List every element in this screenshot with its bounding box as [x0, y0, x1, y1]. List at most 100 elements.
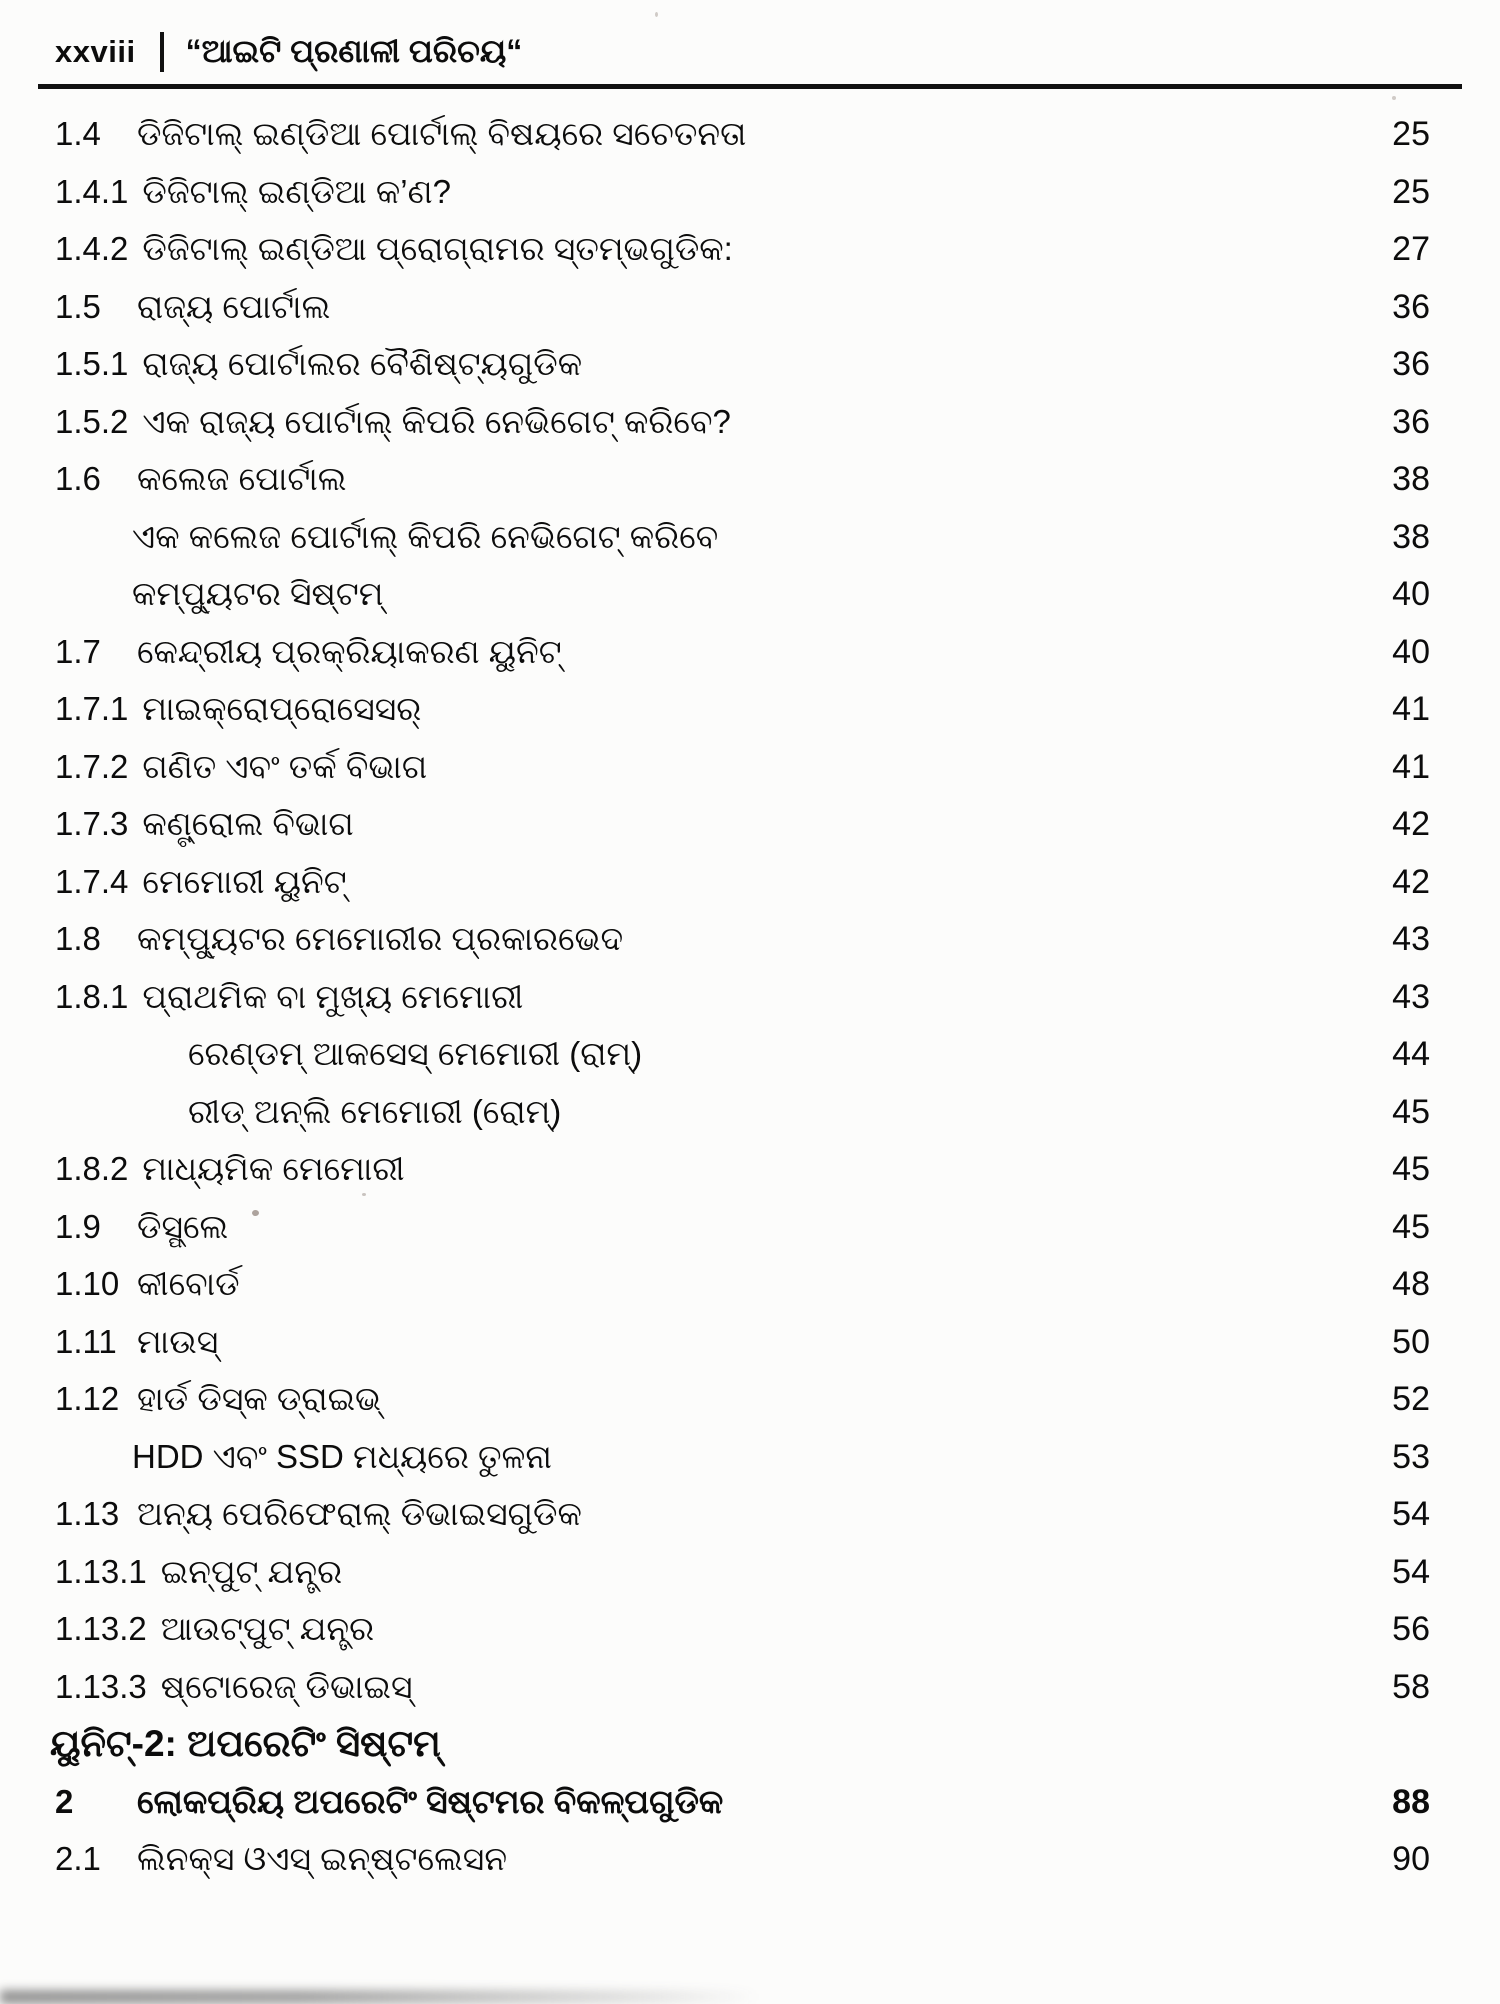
toc-row: 1.13 ଅନ୍ୟ ପେରିଫେରାଲ୍ ଡିଭାଇସଗୁଡିକ 54 — [0, 1485, 1500, 1543]
toc-entry-title: କଣ୍ଟ୍ରୋଲ ବିଭାଗ — [142, 805, 354, 842]
toc-entry-number: 2 — [55, 1782, 74, 1820]
toc-entry-number: 2.1 — [55, 1840, 101, 1877]
toc-row: ରେଣ୍ଡମ୍ ଆକସେସ୍ ମେମୋରୀ (ରାମ୍) 44 — [0, 1025, 1500, 1083]
toc-entry-number: 1.7.2 — [55, 747, 129, 785]
toc-row: ରୀଡ୍ ଅନ୍ଲି ମେମୋରୀ (ରୋମ୍) 45 — [0, 1083, 1500, 1141]
toc-entry-page: 43 — [1392, 920, 1430, 958]
toc-entry-number: 1.13.3 — [55, 1667, 147, 1705]
toc-entry-number: 1.6 — [55, 460, 101, 497]
toc-entry-number: 1.7.1 — [55, 690, 129, 727]
toc-entry-page: 54 — [1392, 1552, 1430, 1591]
toc-row: 1.7.3 କଣ୍ଟ୍ରୋଲ ବିଭାଗ 42 — [0, 795, 1500, 853]
toc-entry-title: HDD ଏବଂ SSD ମଧ୍ୟରେ ତୁଳନା — [132, 1437, 552, 1475]
toc-row: 1.4.1 ଡିଜିଟାଲ୍ ଇଣ୍ଡିଆ କ’ଣ? 25 — [0, 163, 1500, 221]
toc-row: 1.7 କେନ୍ଦ୍ରୀୟ ପ୍ରକ୍ରିୟାକରଣ ୟୁନିଟ୍ 40 — [0, 623, 1500, 681]
toc-entry-title: ଷ୍ଟୋରେଜ୍ ଡିଭାଇସ୍ — [160, 1667, 413, 1705]
toc-entry-title: ଡିସ୍ପ୍ଲେ — [137, 1207, 229, 1245]
toc-entry-title: ଇନ୍ପୁଟ୍ ଯନ୍ତ୍ର — [160, 1552, 343, 1590]
toc-entry-page: 90 — [1392, 1840, 1430, 1878]
toc-entry-number: 1.10 — [55, 1265, 120, 1302]
toc-row: 1.10 କୀବୋର୍ଡ 48 — [0, 1255, 1500, 1313]
toc-row: 1.5.1 ରାଜ୍ୟ ପୋର୍ଟାଲର ବୈଶିଷ୍ଟ୍ୟଗୁଡିକ 36 — [0, 335, 1500, 393]
toc-row: 1.8 କମ୍ପ୍ୟୁଟର ମେମୋରୀର ପ୍ରକାରଭେଦ 43 — [0, 910, 1500, 968]
toc-row: 1.7.4 ମେମୋରୀ ୟୁନିଟ୍ 42 — [0, 853, 1500, 911]
toc-row: 1.13.3 ଷ୍ଟୋରେଜ୍ ଡିଭାଇସ୍ 58 — [0, 1658, 1500, 1716]
toc-entry-title: ଲିନକ୍ସ ଓଏସ୍ ଇନ୍ଷ୍ଟଲେସନ — [137, 1840, 508, 1877]
scan-speck — [1392, 96, 1396, 100]
toc-entry-page: 43 — [1392, 977, 1430, 1016]
toc-entry-title: ଅନ୍ୟ ପେରିଫେରାଲ୍ ଡିଭାଇସଗୁଡିକ — [137, 1495, 582, 1532]
scan-speck — [362, 1193, 366, 1196]
toc-entry-page: 48 — [1392, 1265, 1430, 1303]
toc-row: 1.7.2 ଗଣିତ ଏବଂ ତର୍କ ବିଭାଗ 41 — [0, 738, 1500, 796]
folio-page-number: xxviii — [55, 34, 136, 69]
toc-entry-title: ମାଧ୍ୟମିକ ମେମୋରୀ — [142, 1150, 405, 1187]
toc-entry-number: 1.11 — [55, 1322, 117, 1360]
toc-row: 1.4 ଡିଜିଟାଲ୍ ଇଣ୍ଡିଆ ପୋର୍ଟାଲ୍ ବିଷୟରେ ସଚେତନ… — [0, 105, 1500, 163]
book-title: “ଆଇଟି ପ୍ରଣାଳୀ ପରିଚୟ“ — [185, 33, 523, 69]
toc-entry-page: 53 — [1392, 1437, 1430, 1476]
toc-entry-number: 1.9 — [55, 1207, 101, 1245]
toc-entry-title: କେନ୍ଦ୍ରୀୟ ପ୍ରକ୍ରିୟାକରଣ ୟୁନିଟ୍ — [137, 632, 562, 670]
toc-entry-page: 54 — [1392, 1495, 1430, 1533]
toc-entry-title: ମାଇକ୍ରୋପ୍ରୋସେସର୍ — [142, 690, 422, 727]
toc-row: 1.9 ଡିସ୍ପ୍ଲେ 45 — [0, 1198, 1500, 1256]
toc-entry-page: 42 — [1392, 805, 1430, 843]
toc-row: 1.13.2 ଆଉଟ୍ପୁଟ୍ ଯନ୍ତ୍ର 56 — [0, 1600, 1500, 1658]
toc-entry-number: 1.5.2 — [55, 402, 129, 440]
toc-entry-page: 88 — [1392, 1782, 1430, 1821]
toc-entry-title: ଲୋକପ୍ରିୟ ଅପରେଟିଂ ସିଷ୍ଟମର ବିକଳ୍ପଗୁଡିକ — [137, 1782, 724, 1820]
header-divider-bar — [159, 32, 164, 72]
toc-entry-page: 42 — [1392, 862, 1430, 901]
toc-entry-number: 1.13.1 — [55, 1552, 147, 1590]
toc-entry-title: ମାଉସ୍ — [137, 1322, 219, 1360]
toc-entry-page: 45 — [1392, 1207, 1430, 1246]
toc-entry-title: ରାଜ୍ୟ ପୋର୍ଟାଲର ବୈଶିଷ୍ଟ୍ୟଗୁଡିକ — [142, 345, 583, 382]
toc-entry-page: 38 — [1392, 460, 1430, 498]
page-header: xxviii “ଆଇଟି ପ୍ରଣାଳୀ ପରିଚୟ“ — [0, 0, 1500, 78]
toc-row: ଏକ କଲେଜ ପୋର୍ଟାଲ୍ କିପରି ନେଭିଗେଟ୍ କରିବେ 38 — [0, 508, 1500, 566]
toc-entry-page: 40 — [1392, 575, 1430, 613]
toc-entry-number: 1.13 — [55, 1495, 120, 1532]
toc-entry-number: 1.4 — [55, 115, 101, 152]
toc-entry-title: ଏକ କଲେଜ ପୋର୍ଟାଲ୍ କିପରି ନେଭିଗେଟ୍ କରିବେ — [132, 517, 719, 555]
toc-entry-page: 40 — [1392, 632, 1430, 671]
toc-row: 2.1 ଲିନକ୍ସ ଓଏସ୍ ଇନ୍ଷ୍ଟଲେସନ 90 — [0, 1830, 1500, 1888]
scan-speck — [655, 12, 658, 17]
toc-entry-title: ଆଉଟ୍ପୁଟ୍ ଯନ୍ତ୍ର — [160, 1610, 375, 1647]
toc-entry-title: ୟୁନିଟ୍-2: ଅପରେଟିଂ ସିଷ୍ଟମ୍ — [50, 1723, 441, 1764]
toc-entry-page: 38 — [1392, 517, 1430, 556]
toc-entry-title: ହାର୍ଡ ଡିସ୍କ ଡ୍ରାଇଭ୍ — [137, 1380, 382, 1417]
toc-row: କମ୍ପ୍ୟୁଟର ସିଷ୍ଟମ୍ 40 — [0, 565, 1500, 623]
toc-entry-page: 36 — [1392, 287, 1430, 326]
table-of-contents: 1.4 ଡିଜିଟାଲ୍ ଇଣ୍ଡିଆ ପୋର୍ଟାଲ୍ ବିଷୟରେ ସଚେତନ… — [0, 105, 1500, 1888]
toc-entry-page: 50 — [1392, 1322, 1430, 1361]
toc-entry-number: 1.5 — [55, 287, 101, 325]
toc-entry-page: 25 — [1392, 115, 1430, 153]
toc-entry-number: 1.8.1 — [55, 977, 129, 1015]
toc-entry-number: 1.5.1 — [55, 345, 129, 382]
scan-edge-smudge — [0, 1990, 760, 2004]
toc-entry-title: ଡିଜିଟାଲ୍ ଇଣ୍ଡିଆ ପୋର୍ଟାଲ୍ ବିଷୟରେ ସଚେତନତା — [137, 115, 747, 152]
toc-row: 2 ଲୋକପ୍ରିୟ ଅପରେଟିଂ ସିଷ୍ଟମର ବିକଳ୍ପଗୁଡିକ 88 — [0, 1773, 1500, 1831]
toc-entry-page: 41 — [1392, 747, 1430, 786]
toc-entry-title: ଡିଜିଟାଲ୍ ଇଣ୍ଡିଆ କ’ଣ? — [142, 172, 451, 210]
toc-entry-title: ମେମୋରୀ ୟୁନିଟ୍ — [142, 862, 347, 900]
toc-entry-title: ପ୍ରାଥମିକ ବା ମୁଖ୍ୟ ମେମୋରୀ — [142, 977, 524, 1015]
toc-row: 1.13.1 ଇନ୍ପୁଟ୍ ଯନ୍ତ୍ର 54 — [0, 1543, 1500, 1601]
toc-entry-title: ରୀଡ୍ ଅନ୍ଲି ମେମୋରୀ (ରୋମ୍) — [188, 1092, 562, 1130]
toc-entry-page: 25 — [1392, 172, 1430, 211]
toc-row: 1.5 ରାଜ୍ୟ ପୋର୍ଟାଲ 36 — [0, 278, 1500, 336]
toc-row: 1.12 ହାର୍ଡ ଡିସ୍କ ଡ୍ରାଇଭ୍ 52 — [0, 1370, 1500, 1428]
toc-entry-page: 56 — [1392, 1610, 1430, 1648]
toc-entry-title: କମ୍ପ୍ୟୁଟର ସିଷ୍ଟମ୍ — [132, 575, 384, 612]
toc-entry-page: 41 — [1392, 690, 1430, 728]
toc-entry-page: 52 — [1392, 1380, 1430, 1418]
toc-row: HDD ଏବଂ SSD ମଧ୍ୟରେ ତୁଳନା 53 — [0, 1428, 1500, 1486]
toc-entry-page: 44 — [1392, 1035, 1430, 1073]
toc-entry-number: 1.7.3 — [55, 805, 129, 842]
toc-row: 1.8.2 ମାଧ୍ୟମିକ ମେମୋରୀ 45 — [0, 1140, 1500, 1198]
header-rule — [38, 84, 1462, 89]
toc-row: 1.11 ମାଉସ୍ 50 — [0, 1313, 1500, 1371]
toc-entry-title: ରେଣ୍ଡମ୍ ଆକସେସ୍ ମେମୋରୀ (ରାମ୍) — [188, 1035, 643, 1072]
